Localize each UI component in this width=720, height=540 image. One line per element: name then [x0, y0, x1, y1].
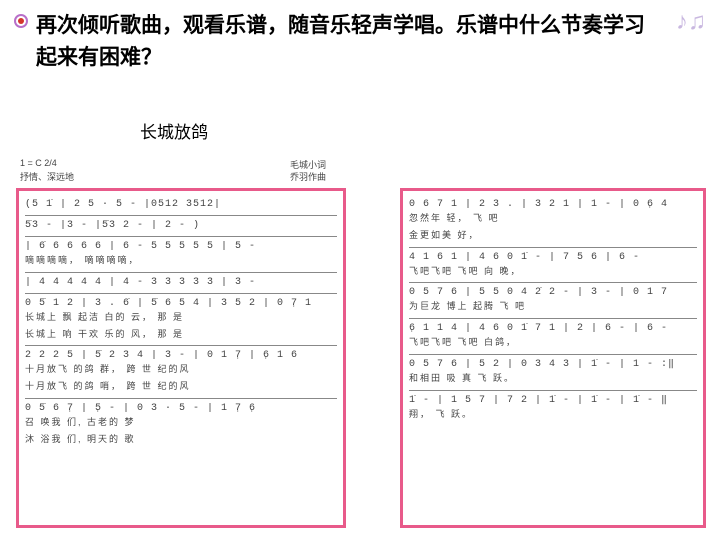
lyric-line: 忽然年 轻， 飞 吧: [409, 213, 697, 224]
composer-credit: 乔羽作曲: [290, 170, 326, 183]
notation-line: 1̇ - | 1 5 7 | 7 2 | 1̇ - | 1̇ - | 1̇ - …: [409, 395, 697, 407]
music-notes-icon: ♪♫: [676, 8, 706, 36]
notation-line: 5̇3 - |3 - |5̇3 2 - | 2 - ): [25, 220, 337, 232]
lyric-line: 沐 浴我 们, 明天的 歌: [25, 434, 337, 445]
lyric-line: 和相田 吸 真 飞 跃。: [409, 373, 697, 384]
divider: [409, 282, 697, 283]
divider: [25, 236, 337, 237]
notation-line: 0 5 7 6 | 5 2 | 0 3 4 3 | 1̇ - | 1 - :‖: [409, 359, 697, 371]
lyric-line: 长城上 响 干欢 乐的 风， 那 是: [25, 329, 337, 340]
divider: [409, 318, 697, 319]
score-right-panel: 0 6 7 1 | 2 3 . | 3 2 1 | 1 - | 0 6̣ 4 忽然…: [400, 188, 706, 528]
notation-line: 0 5̇ 1 2 | 3 . 6̇ | 5̇ 6 5 4 | 3 5 2 | 0…: [25, 298, 337, 310]
key-signature: 1 = C 2/4: [20, 158, 57, 168]
divider: [25, 345, 337, 346]
lyric-line: 十月放飞 的鸽 群， 跨 世 纪的风: [25, 364, 337, 375]
lyric-line: 飞吧飞吧 飞吧 白鸽，: [409, 337, 697, 348]
divider: [409, 390, 697, 391]
lyric-line: 召 唤我 们, 古老的 梦: [25, 417, 337, 428]
lyric-line: 十月放飞 的鸽 哨， 跨 世 纪的风: [25, 381, 337, 392]
divider: [25, 272, 337, 273]
divider: [25, 215, 337, 216]
divider: [25, 293, 337, 294]
tempo-marking: 抒情、深远地: [20, 170, 74, 183]
divider: [409, 354, 697, 355]
lyric-line: 嘀嘀嘀嘀， 嘀嘀嘀嘀，: [25, 255, 337, 266]
divider: [25, 398, 337, 399]
lyric-line: 飞吧飞吧 飞吧 向 晚，: [409, 266, 697, 277]
song-title: 长城放鸽: [140, 118, 208, 143]
notation-line: 4 1 6 1 | 4 6 0 1̇ - | 7 5 6 | 6 -: [409, 252, 697, 264]
notation-line: 0 5̇ 6 7̣ | 5̣ - | 0 3 · 5 - | 1 7̣ 6̣: [25, 403, 337, 415]
notation-line: 6̣ 1 1 4 | 4 6 0 1̇ 7 1 | 2 | 6 - | 6 -: [409, 323, 697, 335]
bullet-icon: [14, 14, 28, 28]
notation-line: | 6̇ 6 6 6 6 | 6 - 5 5 5 5 5 | 5 -: [25, 241, 337, 253]
divider: [409, 247, 697, 248]
notation-line: | 4 4 4 4 4 | 4 - 3 3 3 3 3 | 3 -: [25, 277, 337, 289]
lyric-line: 长城上 飘 起洁 白的 云， 那 是: [25, 312, 337, 323]
instruction-heading: 再次倾听歌曲，观看乐谱，随音乐轻声学唱。乐谱中什么节奏学习起来有困难？: [36, 10, 660, 73]
lyric-line: 金更如美 好，: [409, 230, 697, 241]
lyric-line: 翔， 飞 跃。: [409, 409, 697, 420]
score-left-panel: (5 1̇ | 2 5 · 5 - |0512 3512| 5̇3 - |3 - …: [16, 188, 346, 528]
notation-line: 0 6 7 1 | 2 3 . | 3 2 1 | 1 - | 0 6̣ 4: [409, 199, 697, 211]
notation-line: 2 2 2 5 | 5̇ 2 3 4 | 3 - | 0 1 7̣ | 6̣ 1…: [25, 350, 337, 362]
notation-line: 0 5 7 6 | 5 5 0 4 2̇ 2 - | 3 - | 0 1 7: [409, 287, 697, 299]
notation-line: (5 1̇ | 2 5 · 5 - |0512 3512|: [25, 199, 337, 211]
lyric-line: 为巨龙 博上 起腾 飞 吧: [409, 301, 697, 312]
